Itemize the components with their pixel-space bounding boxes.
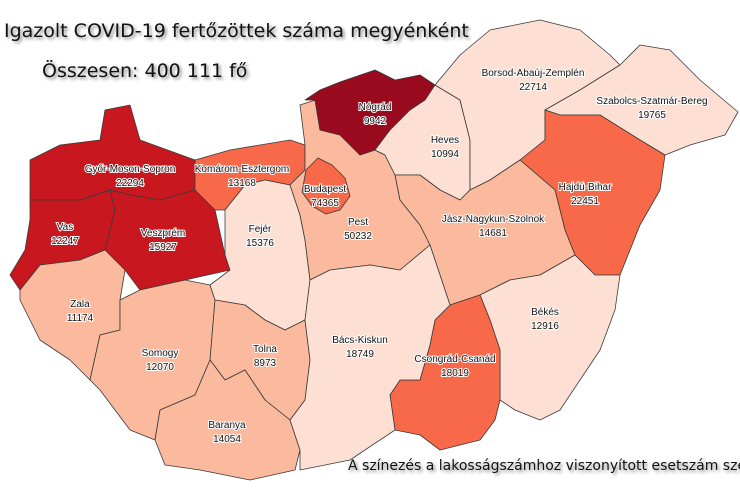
footer-note: A színezés a lakosságszámhoz viszonyítot… (348, 458, 740, 474)
county-value-label: 10994 (431, 149, 459, 160)
total-count: Összesen: 400 111 fő (42, 60, 248, 82)
county-value-label: 9942 (364, 116, 387, 127)
county-value-label: 19765 (638, 110, 666, 121)
county-name-label: Nógrád (359, 102, 392, 113)
county-value-label: 14681 (479, 228, 507, 239)
county-name-label: Jász-Nagykun-Szolnok (442, 214, 545, 225)
county-name-label: Bács-Kiskun (332, 335, 388, 346)
county-name-label: Budapest (304, 184, 346, 195)
county-name-label: Csongrád-Csanád (414, 354, 495, 365)
county-value-label: 22714 (519, 82, 547, 93)
county-value-label: 12916 (531, 321, 559, 332)
county-name-label: Borsod-Abaúj-Zemplén (482, 68, 585, 79)
county-value-label: 12070 (146, 362, 174, 373)
county-value-label: 8973 (254, 358, 277, 369)
county-value-label: 18019 (441, 368, 469, 379)
county-value-label: 22294 (116, 178, 144, 189)
county-name-label: Somogy (142, 348, 179, 359)
county-jasz-nagykun-szolnok (394, 159, 576, 306)
county-value-label: 22451 (571, 196, 599, 207)
county-value-label: 11174 (67, 313, 94, 324)
county-value-label: 13168 (228, 178, 256, 189)
county-name-label: Hajdú-Bihar (559, 182, 612, 193)
map-title: Igazolt COVID-19 fertőzöttek száma megyé… (4, 20, 469, 42)
county-bekes (479, 254, 621, 421)
county-value-label: 74365 (311, 198, 339, 209)
county-value-label: 15376 (246, 238, 274, 249)
county-name-label: Komárom-Esztergom (195, 164, 289, 175)
county-name-label: Vas (57, 222, 74, 233)
county-value-label: 18749 (346, 349, 374, 360)
county-name-label: Győr-Moson-Sopron (85, 164, 176, 175)
county-name-label: Baranya (208, 420, 246, 431)
county-name-label: Szabolcs-Szatmár-Bereg (596, 96, 707, 107)
county-name-label: Veszprém (141, 228, 185, 239)
county-bacs-kiskun (289, 244, 451, 471)
county-name-label: Tolna (253, 344, 277, 355)
county-name-label: Fejér (249, 224, 272, 235)
county-value-label: 14054 (213, 434, 241, 445)
county-value-label: 15927 (149, 242, 177, 253)
county-value-label: 12247 (51, 236, 79, 247)
county-name-label: Pest (348, 217, 368, 228)
county-name-label: Heves (431, 135, 459, 146)
county-budapest (301, 157, 351, 215)
county-gyor-moson-sopron (29, 104, 196, 201)
county-name-label: Zala (70, 299, 90, 310)
county-value-label: 50232 (344, 231, 372, 242)
county-name-label: Békés (531, 307, 559, 318)
